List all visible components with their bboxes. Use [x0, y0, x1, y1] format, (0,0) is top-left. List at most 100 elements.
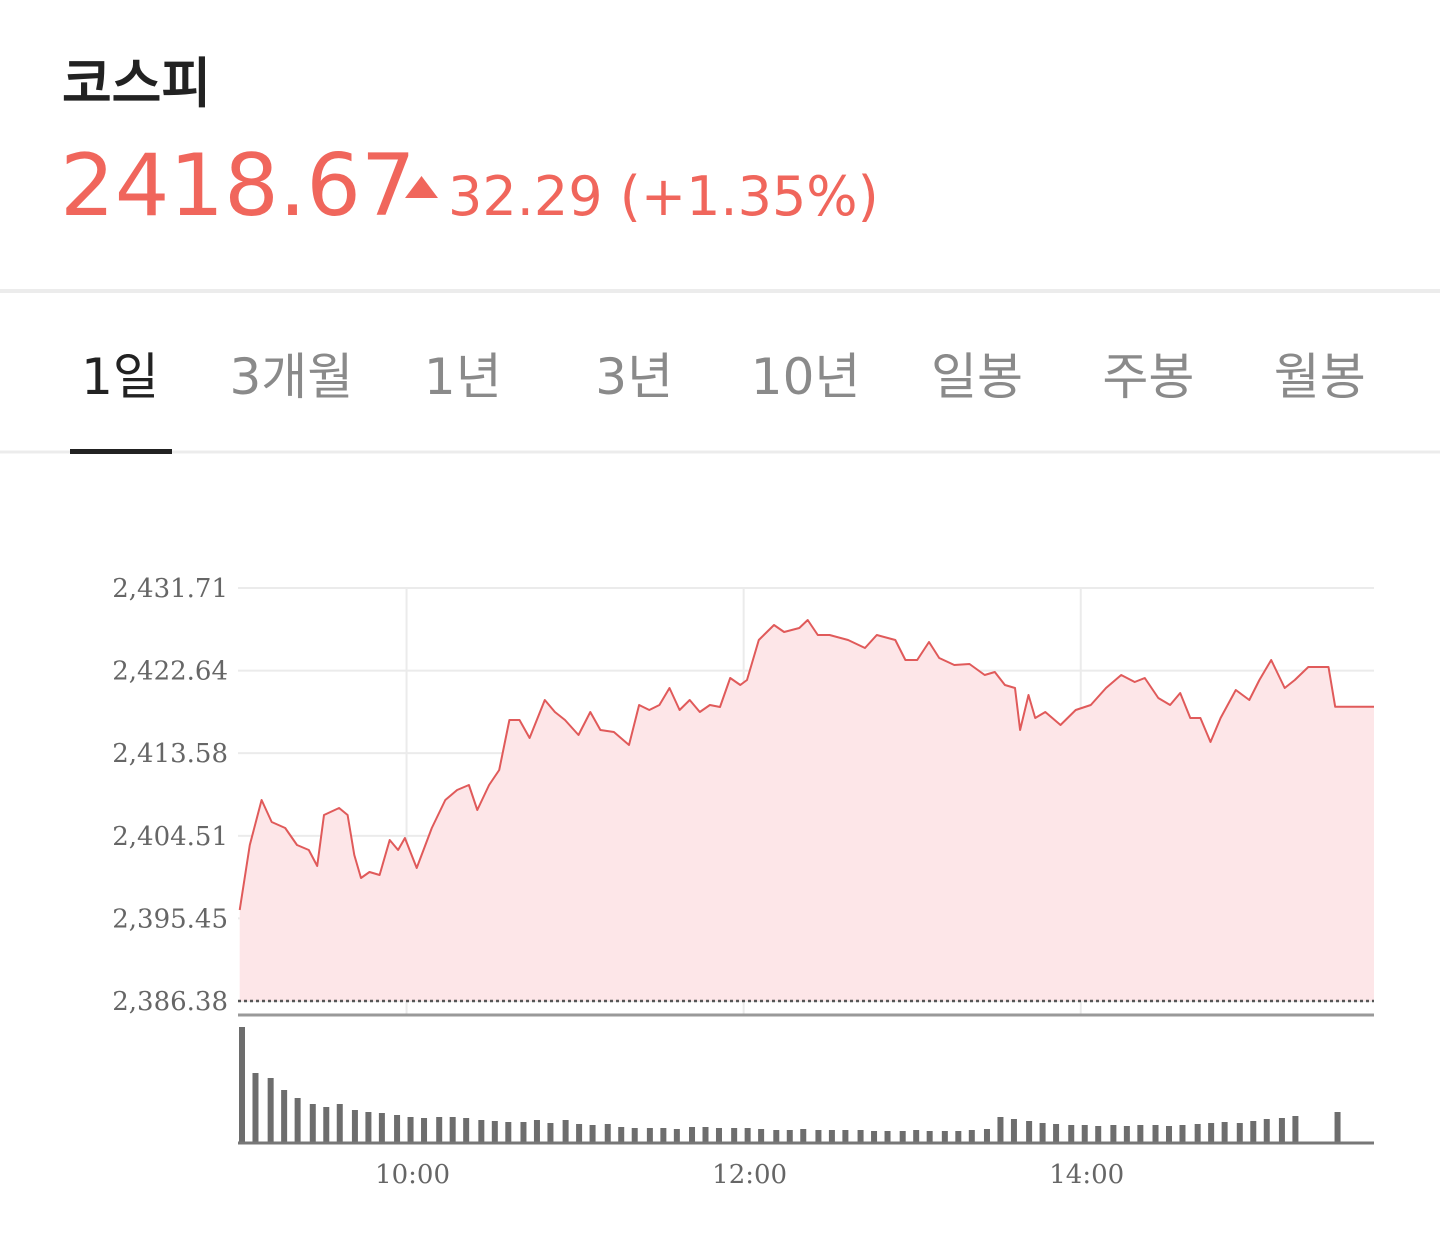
price: 2418.67	[60, 136, 416, 236]
volume-bar	[941, 1131, 948, 1143]
volume-bar	[1068, 1125, 1075, 1143]
volume-bar	[323, 1107, 330, 1143]
volume-bar	[1278, 1118, 1285, 1143]
volume-bar	[828, 1130, 835, 1143]
y-tick-label: 2,404.51	[112, 822, 228, 852]
volume-bar	[533, 1120, 540, 1143]
volume-bar	[1179, 1125, 1186, 1143]
volume-bar	[899, 1131, 906, 1143]
volume-bar	[309, 1104, 316, 1143]
volume-bar	[589, 1125, 596, 1143]
y-tick-label: 2,386.38	[112, 987, 228, 1017]
volume-bar	[378, 1113, 385, 1143]
volume-bar	[394, 1115, 401, 1143]
tab[interactable]: 주봉	[1102, 348, 1194, 406]
volume-bar	[463, 1118, 470, 1143]
volume-bar	[491, 1121, 498, 1143]
y-tick-label: 2,413.58	[112, 739, 228, 769]
volume-bar	[673, 1129, 680, 1143]
y-tick-label: 2,422.64	[112, 657, 228, 687]
volume-bar	[505, 1122, 512, 1143]
x-tick-label: 10:00	[375, 1160, 450, 1190]
volume-bar	[773, 1130, 780, 1143]
volume-bar	[1039, 1123, 1046, 1143]
volume-bar	[1292, 1116, 1299, 1143]
volume-bar	[1095, 1126, 1102, 1143]
tab[interactable]: 월봉	[1274, 348, 1366, 406]
chart: 2,386.38 2,395.45 2,404.51 2,413.58 2,422.64…	[112, 574, 1375, 1190]
volume-bar	[884, 1131, 891, 1143]
volume-bar	[1110, 1125, 1117, 1143]
volume-bar	[436, 1117, 443, 1143]
volume-bar	[702, 1127, 709, 1143]
volume-bar	[1166, 1126, 1173, 1143]
volume-bar	[1081, 1125, 1088, 1143]
volume-bar	[968, 1130, 975, 1143]
area	[239, 620, 1375, 1001]
volume-bar	[631, 1128, 638, 1143]
up-arrow	[405, 176, 438, 198]
volume-bar	[407, 1117, 414, 1143]
price-line	[238, 619, 1374, 911]
volume-bar	[997, 1117, 1004, 1143]
volume-bar	[1010, 1119, 1017, 1143]
volume-bar	[800, 1129, 807, 1143]
volume-bar	[1263, 1119, 1270, 1143]
tab[interactable]: 3개월	[229, 348, 353, 406]
volume-bar	[1334, 1112, 1341, 1143]
volume-bar	[520, 1122, 527, 1143]
volume-bar	[576, 1124, 583, 1143]
volume-bar	[267, 1078, 274, 1143]
volume-bar	[365, 1112, 372, 1143]
volume-bar	[478, 1120, 485, 1143]
volume-bar	[731, 1128, 738, 1143]
volume-bar	[421, 1118, 428, 1143]
volume-bar	[239, 1027, 245, 1143]
tab[interactable]: 10년	[751, 348, 861, 406]
volume-bar	[1026, 1121, 1033, 1143]
volume-bar	[842, 1130, 849, 1143]
y-tick-label: 2,395.45	[112, 904, 228, 934]
volume-bar	[252, 1073, 259, 1143]
volume-bar	[983, 1129, 990, 1143]
volume-bar	[857, 1130, 864, 1143]
volume-bar	[786, 1130, 793, 1143]
volume-bar	[1221, 1122, 1228, 1143]
x-tick-label: 14:00	[1049, 1160, 1124, 1190]
tab-underline	[70, 449, 172, 454]
volume-bar	[646, 1128, 653, 1143]
volume-bar	[955, 1131, 962, 1143]
tab[interactable]: 1일	[81, 348, 159, 406]
volume-bar	[744, 1128, 751, 1143]
volume-bar	[1123, 1126, 1130, 1143]
volume-bar	[449, 1117, 456, 1143]
volume-bar	[926, 1131, 933, 1143]
volume-bar	[715, 1128, 722, 1143]
volume-bar	[660, 1128, 667, 1143]
volume-bar	[351, 1110, 358, 1143]
volume-bar	[815, 1130, 822, 1143]
volume-bar	[1250, 1121, 1257, 1143]
volume-bar	[547, 1123, 554, 1143]
volume-bar	[618, 1127, 625, 1143]
volume-bar	[1137, 1125, 1144, 1143]
volume-bar	[913, 1130, 920, 1143]
volume-bar	[1053, 1124, 1060, 1143]
x-tick-label: 12:00	[712, 1160, 787, 1190]
volume-bar	[281, 1090, 288, 1143]
volume-bar	[689, 1127, 696, 1143]
volume-bar	[1194, 1124, 1201, 1143]
tab[interactable]: 일봉	[931, 348, 1023, 406]
index-title: 코스피	[62, 52, 211, 115]
volume-bar	[336, 1104, 343, 1143]
volume-bar	[604, 1124, 611, 1143]
tab[interactable]: 1년	[424, 348, 502, 406]
volume-bar	[758, 1129, 765, 1143]
tab-bar: 1일 3개월 1년 3년 10년 일봉 주봉 월봉	[70, 348, 1366, 454]
tab[interactable]: 3년	[595, 348, 673, 406]
volume-bar	[1152, 1125, 1159, 1143]
volume-bar	[871, 1131, 878, 1143]
volume-bar	[1236, 1123, 1243, 1143]
